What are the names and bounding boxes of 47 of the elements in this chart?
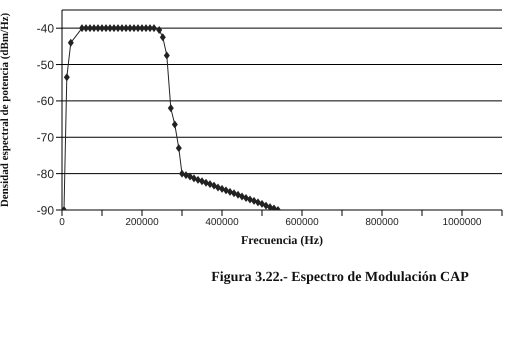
x-tick-label: 600000 [285,217,320,228]
y-tick-label: -40 [36,21,54,36]
point [183,171,189,180]
point [231,189,237,198]
point [172,120,178,129]
x-tick-label: 200000 [125,217,160,228]
point [239,192,245,201]
point [235,190,241,199]
point [199,177,205,186]
point [68,38,74,47]
point [255,198,261,206]
point [187,172,193,181]
x-tick-label: 1000000 [442,217,482,228]
point [263,202,269,210]
point [251,196,257,205]
point [207,180,213,188]
point [203,178,209,187]
y-axis-title: Densidad espectral de potencia (dBm/Hz) [0,12,11,208]
y-tick-label: -70 [36,130,54,145]
point [176,144,182,152]
point [156,26,162,34]
x-axis-title: Frecuencia (Hz) [240,233,324,247]
y-tick-label: -80 [36,166,54,181]
point [259,200,265,208]
point [151,24,157,32]
x-tick-label: 400000 [205,217,240,228]
x-tick-label: 800000 [365,217,400,228]
point [215,183,221,192]
point [247,195,253,204]
point [223,186,229,194]
point [64,73,70,82]
point [267,203,273,210]
y-tick-label: -50 [36,58,54,72]
point [168,104,174,112]
point [164,51,170,60]
y-tick-label: -60 [36,94,54,108]
point [195,176,201,184]
text: Figura 3.22.- Espectro de Modulación CAP [210,270,470,286]
point [243,194,249,202]
y-tick-label: -90 [36,203,54,218]
point [160,33,166,42]
point [219,184,225,193]
point [227,188,233,196]
point [211,182,217,190]
x-tick-label: 0 [59,217,66,228]
point [191,174,197,182]
point [179,170,185,178]
